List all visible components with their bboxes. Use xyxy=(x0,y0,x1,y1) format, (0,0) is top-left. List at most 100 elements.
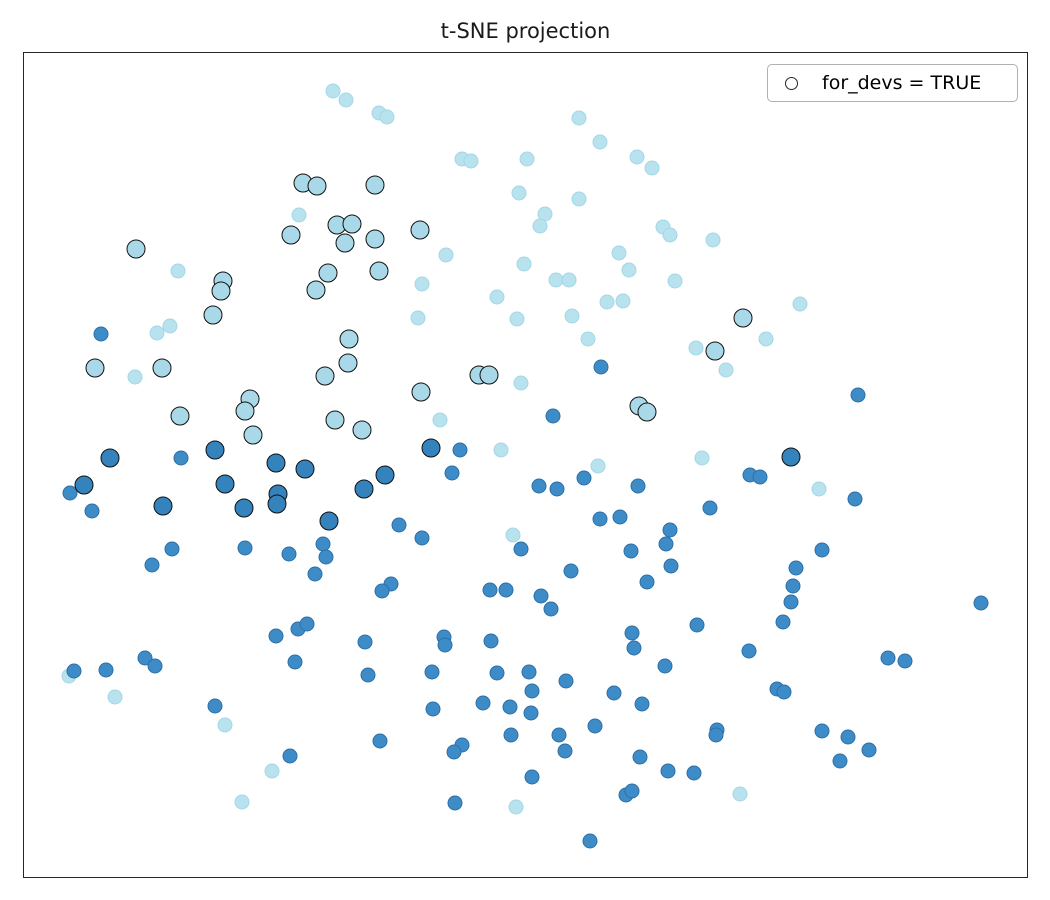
chart-title: t-SNE projection xyxy=(440,19,611,43)
scatter-point-other-light xyxy=(629,149,645,165)
scatter-point-other-dark xyxy=(391,517,407,533)
scatter-point-for-devs-true-dark xyxy=(319,511,339,531)
scatter-point-for-devs-true-dark xyxy=(266,453,286,473)
scatter-point-other-dark xyxy=(776,684,792,700)
scatter-point-other-dark xyxy=(612,509,628,525)
scatter-point-for-devs-true-dark xyxy=(74,475,94,495)
scatter-point-other-dark xyxy=(498,582,514,598)
scatter-point-for-devs-true-dark xyxy=(205,440,225,460)
scatter-point-other-dark xyxy=(237,540,253,556)
scatter-point-other-light xyxy=(662,227,678,243)
scatter-point-other-dark xyxy=(775,614,791,630)
scatter-point-other-dark xyxy=(686,765,702,781)
scatter-point-other-dark xyxy=(299,616,315,632)
scatter-point-other-dark xyxy=(98,662,114,678)
scatter-point-other-dark xyxy=(582,833,598,849)
scatter-point-other-dark xyxy=(446,744,462,760)
scatter-point-other-dark xyxy=(606,685,622,701)
scatter-point-other-dark xyxy=(268,628,284,644)
scatter-point-other-dark xyxy=(832,753,848,769)
scatter-point-other-light xyxy=(792,296,808,312)
scatter-point-other-dark xyxy=(84,503,100,519)
scatter-point-other-dark xyxy=(489,665,505,681)
scatter-point-for-devs-true-light xyxy=(411,382,431,402)
scatter-point-other-light xyxy=(811,481,827,497)
scatter-point-other-dark xyxy=(788,560,804,576)
legend: for_devs = TRUE xyxy=(767,64,1018,102)
scatter-point-other-light xyxy=(107,689,123,705)
scatter-point-other-dark xyxy=(374,583,390,599)
scatter-point-other-dark xyxy=(523,705,539,721)
scatter-point-other-dark xyxy=(557,743,573,759)
scatter-point-for-devs-true-dark xyxy=(153,496,173,516)
scatter-point-other-dark xyxy=(592,511,608,527)
scatter-point-for-devs-true-light xyxy=(281,225,301,245)
scatter-point-other-dark xyxy=(503,727,519,743)
scatter-point-other-dark xyxy=(847,491,863,507)
scatter-point-other-light xyxy=(718,362,734,378)
scatter-point-other-light xyxy=(519,151,535,167)
scatter-point-for-devs-true-light xyxy=(338,353,358,373)
scatter-point-other-dark xyxy=(502,699,518,715)
scatter-point-other-dark xyxy=(814,542,830,558)
scatter-point-other-dark xyxy=(702,500,718,516)
scatter-point-other-dark xyxy=(147,658,163,674)
legend-label: for_devs = TRUE xyxy=(822,72,982,94)
scatter-point-other-dark xyxy=(639,574,655,590)
scatter-point-other-dark xyxy=(973,595,989,611)
scatter-point-for-devs-true-light xyxy=(315,366,335,386)
scatter-point-other-dark xyxy=(424,664,440,680)
scatter-point-other-light xyxy=(127,369,143,385)
scatter-point-other-light xyxy=(162,318,178,334)
scatter-point-other-dark xyxy=(626,640,642,656)
scatter-point-other-light xyxy=(732,786,748,802)
scatter-point-other-dark xyxy=(623,543,639,559)
scatter-point-other-dark xyxy=(521,664,537,680)
scatter-point-other-light xyxy=(513,375,529,391)
scatter-point-other-dark xyxy=(563,563,579,579)
scatter-point-other-dark xyxy=(663,558,679,574)
scatter-point-other-dark xyxy=(689,617,705,633)
scatter-point-other-dark xyxy=(531,478,547,494)
scatter-point-other-dark xyxy=(752,469,768,485)
scatter-point-for-devs-true-dark xyxy=(215,474,235,494)
scatter-point-other-dark xyxy=(475,695,491,711)
scatter-point-for-devs-true-light xyxy=(211,281,231,301)
scatter-point-for-devs-true-light xyxy=(339,329,359,349)
scatter-point-other-light xyxy=(505,527,521,543)
scatter-point-other-light xyxy=(592,134,608,150)
scatter-point-other-dark xyxy=(783,594,799,610)
scatter-point-other-light xyxy=(571,110,587,126)
scatter-point-other-dark xyxy=(850,387,866,403)
scatter-point-other-light xyxy=(234,794,250,810)
scatter-point-for-devs-true-light xyxy=(733,308,753,328)
scatter-point-other-dark xyxy=(558,673,574,689)
scatter-point-for-devs-true-dark xyxy=(234,498,254,518)
scatter-point-for-devs-true-light xyxy=(410,220,430,240)
scatter-point-for-devs-true-light xyxy=(365,175,385,195)
scatter-point-other-light xyxy=(667,273,683,289)
scatter-point-other-dark xyxy=(425,701,441,717)
scatter-point-other-light xyxy=(580,331,596,347)
scatter-point-other-light xyxy=(705,232,721,248)
scatter-point-for-devs-true-dark xyxy=(781,447,801,467)
scatter-point-other-dark xyxy=(634,696,650,712)
scatter-point-other-dark xyxy=(630,478,646,494)
scatter-point-other-dark xyxy=(452,442,468,458)
scatter-point-other-light xyxy=(338,92,354,108)
scatter-point-for-devs-true-light xyxy=(325,410,345,430)
scatter-point-other-light xyxy=(571,191,587,207)
scatter-point-other-light xyxy=(694,450,710,466)
scatter-point-other-dark xyxy=(624,783,640,799)
scatter-point-other-dark xyxy=(414,530,430,546)
scatter-point-other-dark xyxy=(861,742,877,758)
open-circle-icon xyxy=(785,76,798,90)
scatter-point-other-light xyxy=(599,294,615,310)
scatter-point-for-devs-true-light xyxy=(705,341,725,361)
scatter-point-other-dark xyxy=(444,465,460,481)
scatter-point-other-light xyxy=(217,717,233,733)
scatter-point-other-dark xyxy=(785,578,801,594)
scatter-point-for-devs-true-light xyxy=(369,261,389,281)
scatter-point-other-light xyxy=(508,799,524,815)
scatter-point-for-devs-true-dark xyxy=(295,459,315,479)
